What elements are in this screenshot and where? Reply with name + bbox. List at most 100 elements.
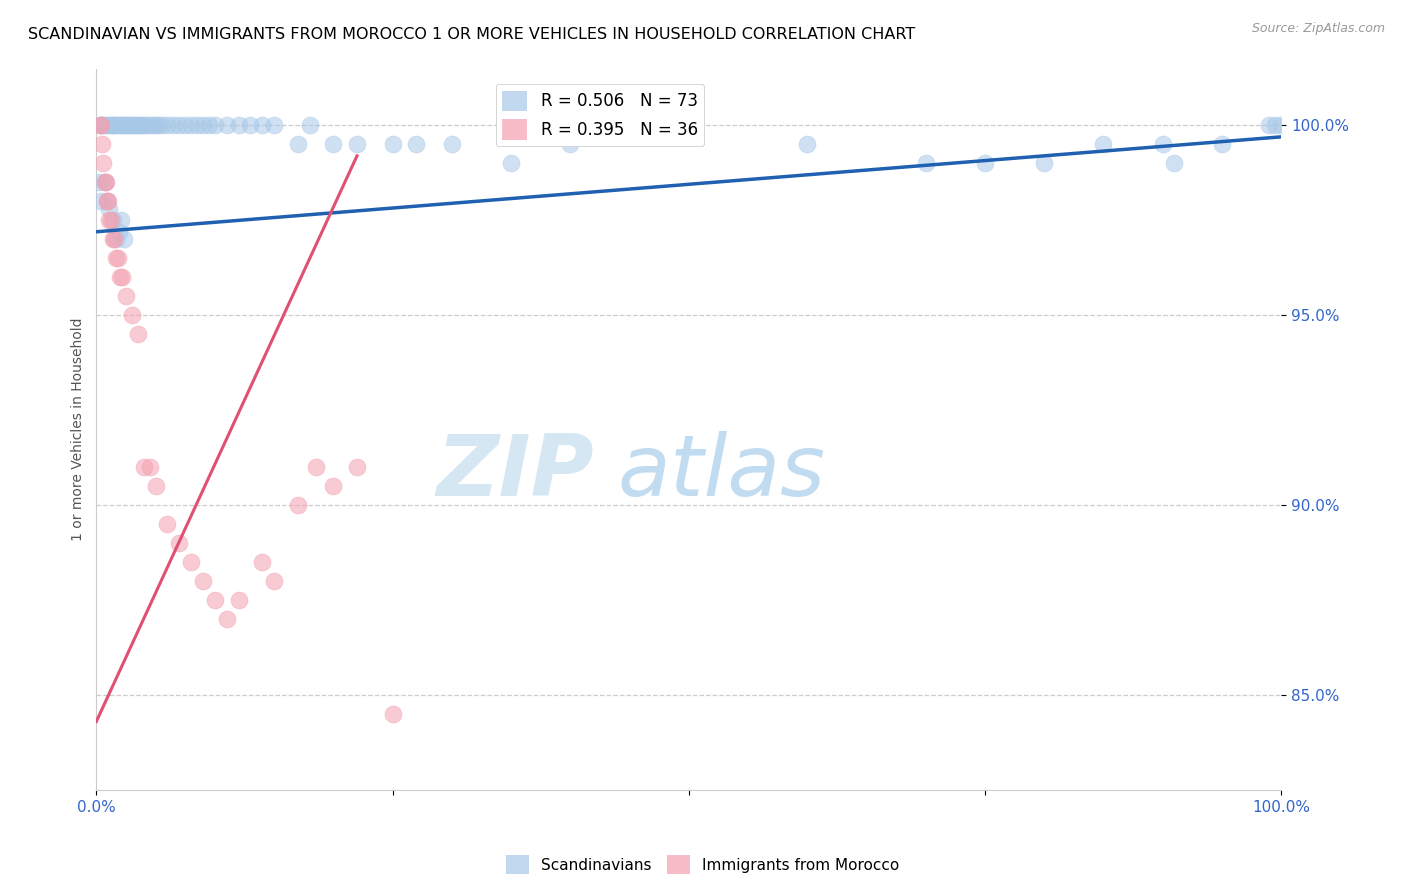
Point	[287, 498, 309, 512]
Point	[104, 119, 127, 133]
Point	[322, 137, 344, 152]
Point	[89, 119, 111, 133]
Point	[110, 213, 132, 227]
Point	[138, 460, 160, 475]
Point	[381, 706, 404, 721]
Point	[97, 194, 120, 209]
Point	[1033, 156, 1056, 170]
Point	[145, 479, 167, 493]
Point	[97, 119, 120, 133]
Point	[94, 119, 117, 133]
Point	[101, 232, 124, 246]
Point	[142, 119, 165, 133]
Point	[90, 119, 112, 133]
Point	[239, 119, 262, 133]
Point	[101, 213, 124, 227]
Point	[138, 119, 160, 133]
Point	[191, 574, 214, 588]
Point	[204, 593, 226, 607]
Point	[112, 232, 135, 246]
Point	[111, 270, 134, 285]
Point	[381, 137, 404, 152]
Point	[250, 555, 273, 569]
Point	[198, 119, 221, 133]
Point	[98, 213, 121, 227]
Point	[1264, 119, 1286, 133]
Point	[346, 137, 368, 152]
Point	[103, 232, 125, 246]
Point	[215, 612, 238, 626]
Legend: Scandinavians, Immigrants from Morocco: Scandinavians, Immigrants from Morocco	[501, 849, 905, 880]
Point	[124, 119, 146, 133]
Point	[215, 119, 238, 133]
Text: ZIP: ZIP	[436, 431, 593, 514]
Point	[96, 194, 118, 209]
Point	[105, 232, 128, 246]
Point	[186, 119, 208, 133]
Point	[90, 194, 112, 209]
Point	[287, 137, 309, 152]
Point	[405, 137, 427, 152]
Point	[105, 252, 128, 266]
Point	[91, 119, 114, 133]
Point	[93, 175, 115, 189]
Y-axis label: 1 or more Vehicles in Household: 1 or more Vehicles in Household	[72, 318, 86, 541]
Point	[1152, 137, 1174, 152]
Point	[1258, 119, 1281, 133]
Point	[974, 156, 997, 170]
Point	[150, 119, 173, 133]
Text: SCANDINAVIAN VS IMMIGRANTS FROM MOROCCO 1 OR MORE VEHICLES IN HOUSEHOLD CORRELAT: SCANDINAVIAN VS IMMIGRANTS FROM MOROCCO …	[28, 27, 915, 42]
Point	[132, 460, 155, 475]
Point	[1092, 137, 1115, 152]
Point	[121, 308, 143, 322]
Point	[89, 119, 111, 133]
Point	[98, 202, 121, 216]
Point	[169, 536, 191, 550]
Text: atlas: atlas	[617, 431, 825, 514]
Point	[135, 119, 157, 133]
Point	[127, 327, 149, 342]
Point	[322, 479, 344, 493]
Point	[263, 574, 285, 588]
Point	[100, 119, 122, 133]
Point	[796, 137, 818, 152]
Point	[204, 119, 226, 133]
Point	[228, 593, 250, 607]
Point	[91, 137, 114, 152]
Point	[180, 119, 202, 133]
Point	[96, 194, 118, 209]
Point	[440, 137, 463, 152]
Point	[499, 156, 522, 170]
Point	[180, 555, 202, 569]
Point	[118, 119, 141, 133]
Point	[191, 119, 214, 133]
Point	[114, 119, 136, 133]
Point	[115, 119, 138, 133]
Point	[145, 119, 167, 133]
Point	[111, 119, 134, 133]
Point	[103, 119, 125, 133]
Point	[129, 119, 152, 133]
Point	[115, 289, 138, 303]
Point	[93, 156, 115, 170]
Point	[87, 175, 110, 189]
Point	[93, 175, 115, 189]
Point	[162, 119, 184, 133]
Point	[108, 270, 131, 285]
Point	[121, 119, 143, 133]
Point	[1163, 156, 1185, 170]
Point	[100, 213, 122, 227]
Point	[263, 119, 285, 133]
Point	[108, 119, 131, 133]
Point	[127, 119, 149, 133]
Point	[132, 119, 155, 133]
Point	[250, 119, 273, 133]
Point	[107, 252, 129, 266]
Point	[304, 460, 326, 475]
Legend: R = 0.506   N = 73, R = 0.395   N = 36: R = 0.506 N = 73, R = 0.395 N = 36	[496, 84, 704, 146]
Point	[107, 119, 129, 133]
Point	[156, 517, 179, 532]
Point	[169, 119, 191, 133]
Point	[122, 119, 145, 133]
Point	[93, 119, 115, 133]
